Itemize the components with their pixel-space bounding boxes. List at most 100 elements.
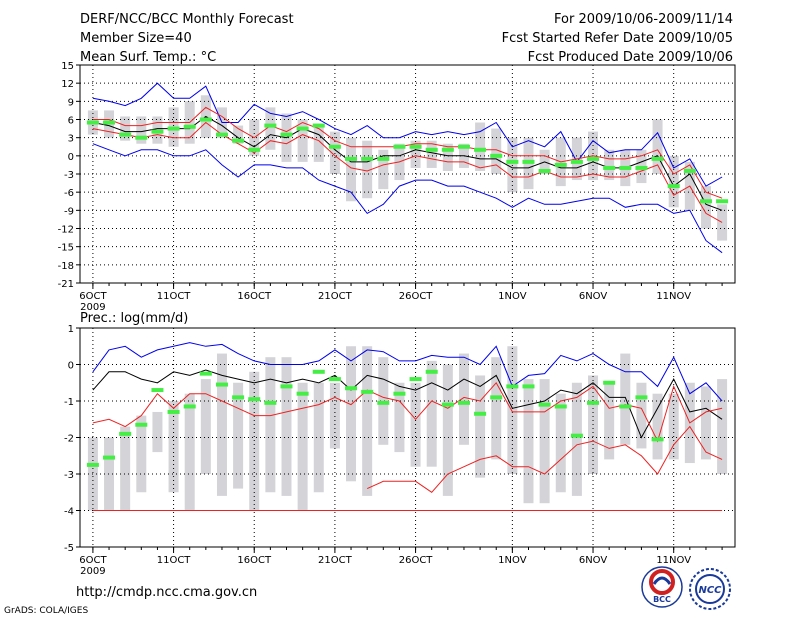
prec-box [717,379,728,474]
prec-box [329,382,340,449]
prec-box [120,426,131,511]
prec-observed-mark [457,400,470,405]
temp-ytick-label: -15 [58,243,74,254]
source-url[interactable]: http://cmdp.ncc.cma.gov.cn [76,585,257,600]
temp-box [378,149,389,190]
temp-ytick-label: -6 [64,188,74,199]
prec-box [152,411,163,453]
prec-box [346,346,357,482]
prec-observed-mark [651,437,664,442]
temp-box [491,128,502,174]
prec-box [281,357,292,496]
prec-box [507,346,518,474]
temp-observed-mark [151,129,164,134]
prec-observed-mark [635,395,648,400]
prec-observed-mark [86,462,99,467]
temp-xtick-sublabel: 2009 [80,302,105,313]
temp-xtick-label: 11OCT [157,291,192,302]
prec-xtick-label: 1NOV [498,555,527,566]
temp-series-minimum [92,143,723,254]
temp-box [346,137,357,202]
prec-observed-mark [441,402,454,407]
temp-observed-mark [248,147,261,152]
temp-ytick-label: 15 [61,61,74,72]
grads-credit: GrADS: COLA/IGES [4,606,88,616]
temp-xtick-label: 1NOV [498,291,527,302]
prec-box [200,379,211,474]
prec-ytick-label: -2 [64,434,74,445]
ncc-logo: NCC [689,568,731,610]
prec-observed-mark [603,380,616,385]
temp-box [700,186,711,229]
prec-box [265,357,276,493]
temp-observed-mark [183,124,196,129]
temp-ytick-label: 6 [68,116,74,127]
temp-ytick-label: -21 [58,279,74,290]
temp-observed-mark [651,156,664,161]
temp-observed-mark [119,132,132,137]
temp-ytick-label: 0 [68,152,74,163]
prec-observed-mark [506,384,519,389]
temp-box [652,119,663,174]
prec-observed-mark [345,386,358,391]
temp-observed-mark [522,159,535,164]
temp-observed-mark [603,165,616,170]
temp-observed-mark [328,144,341,149]
prec-observed-mark [522,384,535,389]
member-size: Member Size=40 [80,31,192,46]
prec-box [700,386,711,460]
temp-observed-mark [554,162,567,167]
prec-ytick-label: -4 [64,507,74,518]
temp-xtick-label: 26OCT [399,291,434,302]
prec-observed-mark [490,395,503,400]
temp-observed-mark [232,138,245,143]
temp-observed-mark [635,165,648,170]
prec-observed-mark [554,404,567,409]
temp-observed-mark [683,168,696,173]
prec-box [297,382,308,511]
prec-box [442,364,453,496]
prec-observed-mark [167,409,180,414]
produced-date: Fcst Produced Date 2009/10/06 [528,50,733,65]
temp-observed-mark [409,144,422,149]
temp-observed-mark [135,135,148,140]
temp-box [362,140,373,199]
figure-title: DERF/NCC/BCC Monthly Forecast [80,12,294,27]
prec-box [184,393,195,511]
prec-observed-mark [280,384,293,389]
temp-observed-mark [280,132,293,137]
temp-box [297,119,308,162]
prec-box [604,382,615,460]
prec-series-lower [366,425,723,493]
prec-box [136,415,147,493]
prec-series-upper [92,369,723,439]
prec-series-mean [92,381,723,443]
temp-observed-mark [361,156,374,161]
prec-observed-mark [619,404,632,409]
precip-title: Prec.: log(mm/d) [80,311,188,326]
temp-ytick-label: -18 [58,261,74,272]
temp-observed-mark [345,156,358,161]
temp-observed-mark [619,165,632,170]
prec-observed-mark [264,400,277,405]
temp-series-maximum [92,82,723,187]
temp-ytick-label: -9 [64,206,74,217]
temp-observed-mark [490,153,503,158]
temp-xtick-label: 21OCT [318,291,353,302]
temp-box [313,125,324,162]
start-date: Fcst Started Refer Date 2009/10/05 [502,31,733,46]
temp-observed-mark [716,199,729,204]
temp-observed-mark [393,144,406,149]
prec-observed-mark [232,395,245,400]
prec-box [394,382,405,453]
temp-series-mean [92,115,723,211]
temp-ytick-label: 9 [68,97,74,108]
prec-box [475,375,486,478]
temp-xtick-label: 6NOV [579,291,608,302]
prec-observed-mark [103,455,116,460]
prec-box [216,353,227,496]
prec-box [539,379,550,504]
